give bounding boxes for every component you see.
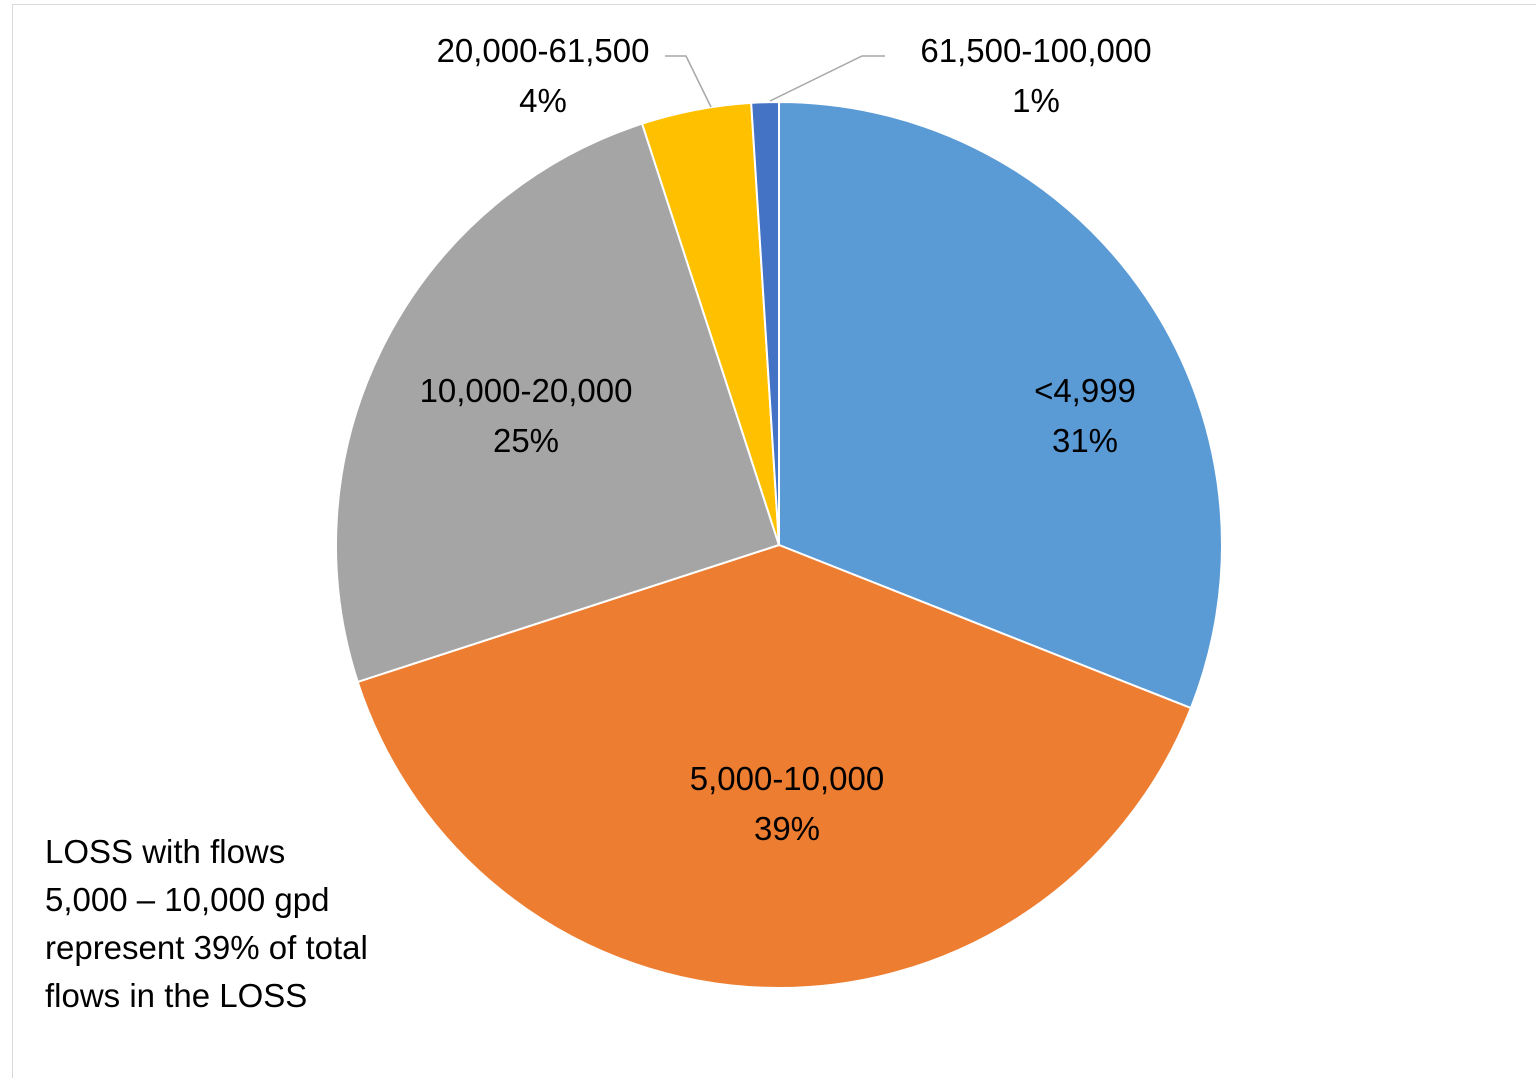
annotation-line: flows in the LOSS xyxy=(45,977,308,1014)
annotation-text: LOSS with flows 5,000 – 10,000 gpd repre… xyxy=(45,828,465,1020)
annotation-line: LOSS with flows xyxy=(45,833,286,870)
pie-slice xyxy=(778,100,1223,710)
leader-lines xyxy=(665,55,885,108)
slice-category-label: 5,000-10,000 xyxy=(690,760,885,797)
slice-category-label: 10,000-20,000 xyxy=(420,372,633,409)
chart-frame xyxy=(12,4,1536,1078)
annotation-line: 5,000 – 10,000 gpd xyxy=(45,881,330,918)
slice-category-label: 20,000-61,500 xyxy=(437,32,650,69)
slice-category-label: 61,500-100,000 xyxy=(920,32,1151,69)
data-labels: <4,999 31% 5,000-10,000 39% 10,000-20,000 25%… xyxy=(420,32,1152,847)
leader-line xyxy=(769,55,885,102)
leader-line xyxy=(665,55,712,108)
pie-slice xyxy=(335,122,781,684)
pie-slices xyxy=(335,100,1223,989)
slice-percent-label: 39% xyxy=(754,810,820,847)
slice-percent-label: 4% xyxy=(519,82,567,119)
slice-percent-label: 31% xyxy=(1052,422,1118,459)
pie-slice xyxy=(356,543,1193,989)
pie-slice xyxy=(750,100,780,546)
slice-percent-label: 25% xyxy=(493,422,559,459)
slice-percent-label: 1% xyxy=(1012,82,1060,119)
slice-category-label: <4,999 xyxy=(1034,372,1136,409)
annotation-line: represent 39% of total xyxy=(45,929,368,966)
